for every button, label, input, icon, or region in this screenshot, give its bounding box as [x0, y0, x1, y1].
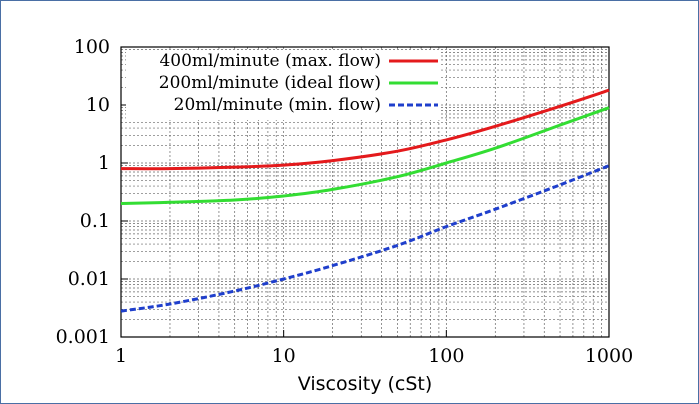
- x-tick-label: 10: [272, 345, 296, 367]
- y-tick-label: 0.1: [80, 210, 110, 232]
- x-tick-label: 100: [428, 345, 464, 367]
- x-tick-label: 1000: [585, 345, 633, 367]
- y-tick-label: 100: [74, 36, 110, 58]
- axes: 1 10 100 1000 0.001 0.01 0.1 1 10 100: [56, 36, 634, 367]
- legend: 400ml/minute (max. flow)200ml/minute (id…: [126, 50, 441, 120]
- legend-label: 20ml/minute (min. flow): [174, 95, 381, 115]
- series-line-2: [120, 164, 610, 313]
- legend-label: 400ml/minute (max. flow): [159, 51, 381, 71]
- legend-label: 200ml/minute (ideal flow): [159, 73, 381, 93]
- y-tick-label: 0.001: [56, 326, 110, 348]
- series-line-1: [120, 106, 610, 205]
- series-line-0: [120, 88, 610, 171]
- plot-border: [120, 46, 610, 338]
- legend-box: [126, 50, 441, 120]
- series: [120, 88, 610, 313]
- y-tick-label: 0.01: [68, 268, 110, 290]
- y-tick-label: 10: [86, 94, 110, 116]
- x-axis-label: Viscosity (cSt): [298, 373, 433, 395]
- y-tick-label: 1: [98, 152, 110, 174]
- x-tick-label: 1: [115, 345, 127, 367]
